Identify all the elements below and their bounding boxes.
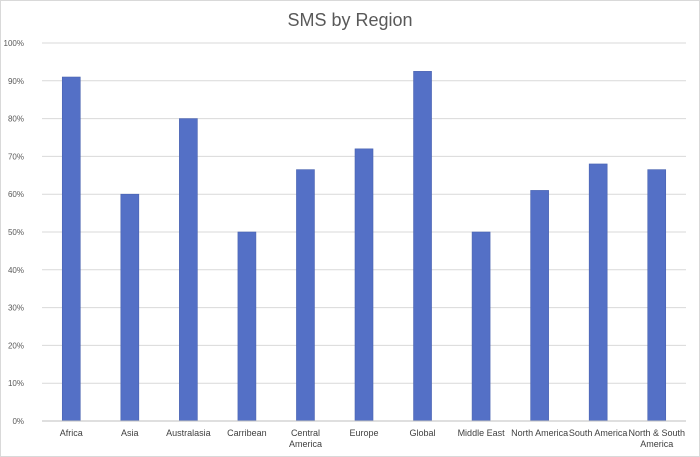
- x-tick-label: Global: [410, 428, 436, 438]
- bar: [237, 231, 257, 422]
- y-tick-label: 90%: [8, 77, 24, 86]
- x-tick-label: Carribean: [227, 428, 267, 438]
- x-tick-label: North & South America: [628, 428, 685, 449]
- bar: [530, 190, 549, 422]
- y-axis-ticks: 0% 10% 20% 30% 40% 50% 60% 70% 80% 90% 100%: [4, 39, 24, 426]
- x-tick-label: Australasia: [166, 428, 211, 438]
- y-tick-label: 20%: [8, 341, 24, 350]
- x-tick-label: Middle East: [458, 428, 506, 438]
- y-tick-label: 80%: [8, 115, 24, 124]
- x-tick-label: Asia: [121, 428, 139, 438]
- bar: [354, 148, 374, 422]
- y-tick-label: 0%: [12, 417, 24, 426]
- chart-title: SMS by Region: [287, 10, 413, 30]
- bar: [413, 71, 432, 422]
- y-tick-label: 10%: [8, 379, 24, 388]
- y-tick-label: 50%: [8, 228, 24, 237]
- bar: [647, 169, 667, 422]
- bar: [588, 163, 608, 422]
- x-tick-label: South America: [569, 428, 628, 438]
- y-tick-label: 70%: [8, 152, 24, 161]
- y-tick-label: 60%: [8, 190, 24, 199]
- bar: [179, 118, 198, 422]
- bars: [61, 71, 667, 422]
- x-tick-label: Central America: [289, 428, 322, 449]
- x-tick-label: Europe: [349, 428, 378, 438]
- x-tick-label: North America: [511, 428, 568, 438]
- y-tick-label: 40%: [8, 266, 24, 275]
- x-tick-label: Africa: [60, 428, 83, 438]
- bar: [61, 76, 81, 422]
- y-tick-label: 100%: [4, 39, 24, 48]
- bar: [296, 169, 315, 422]
- bar: [471, 231, 491, 422]
- x-axis-labels: Africa Asia Australasia Carribean Central Ame…: [60, 428, 685, 449]
- y-tick-label: 30%: [8, 304, 24, 313]
- bar: [120, 193, 140, 422]
